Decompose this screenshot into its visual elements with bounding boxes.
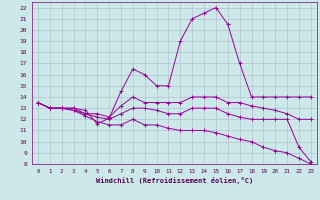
X-axis label: Windchill (Refroidissement éolien,°C): Windchill (Refroidissement éolien,°C) xyxy=(96,177,253,184)
